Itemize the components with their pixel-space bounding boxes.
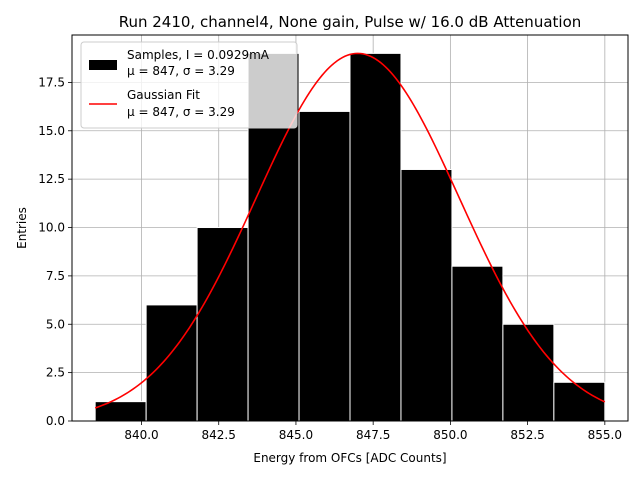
chart-title: Run 2410, channel4, None gain, Pulse w/ … xyxy=(119,13,582,31)
legend-fit-label: Gaussian Fit xyxy=(127,88,200,102)
legend: Samples, I = 0.0929mA μ = 847, σ = 3.29 … xyxy=(80,41,298,129)
y-tick-label: 17.5 xyxy=(38,75,65,89)
histogram-bar xyxy=(451,265,504,422)
y-tick-label: 5.0 xyxy=(46,317,65,331)
y-tick-label: 15.0 xyxy=(38,124,65,138)
x-tick-label: 840.0 xyxy=(124,428,158,442)
histogram-bar xyxy=(553,381,606,422)
histogram-bar xyxy=(145,304,198,422)
y-tick-label: 0.0 xyxy=(46,414,65,428)
y-tick-label: 10.0 xyxy=(38,221,65,235)
x-axis-ticks: 840.0 842.5 845.0 847.5 850.0 852.5 855.0 xyxy=(124,421,622,442)
legend-samples-stats: μ = 847, σ = 3.29 xyxy=(127,64,235,78)
histogram-bar xyxy=(400,168,453,422)
y-tick-label: 12.5 xyxy=(38,172,65,186)
gaussian-fit-curve xyxy=(94,52,606,409)
y-axis-ticks: 0.0 2.5 5.0 7.5 10.0 12.5 15.0 17.5 xyxy=(38,75,72,428)
x-tick-label: 852.5 xyxy=(510,428,544,442)
legend-samples-swatch xyxy=(89,60,117,70)
y-axis-label: Entries xyxy=(15,207,29,249)
legend-fit-stats: μ = 847, σ = 3.29 xyxy=(127,105,235,119)
x-tick-label: 845.0 xyxy=(279,428,313,442)
histogram-bar xyxy=(298,110,351,422)
y-tick-label: 7.5 xyxy=(46,269,65,283)
x-axis-label: Energy from OFCs [ADC Counts] xyxy=(253,451,446,465)
x-tick-label: 855.0 xyxy=(588,428,622,442)
legend-box xyxy=(80,41,298,129)
x-tick-label: 842.5 xyxy=(202,428,236,442)
y-tick-label: 2.5 xyxy=(46,366,65,380)
histogram-bar xyxy=(502,323,555,422)
histogram-bar xyxy=(196,227,249,422)
histogram-bar xyxy=(349,52,402,422)
legend-samples-label: Samples, I = 0.0929mA xyxy=(127,48,270,62)
plot-frame xyxy=(71,34,629,422)
x-tick-label: 850.0 xyxy=(433,428,467,442)
x-tick-label: 847.5 xyxy=(356,428,390,442)
